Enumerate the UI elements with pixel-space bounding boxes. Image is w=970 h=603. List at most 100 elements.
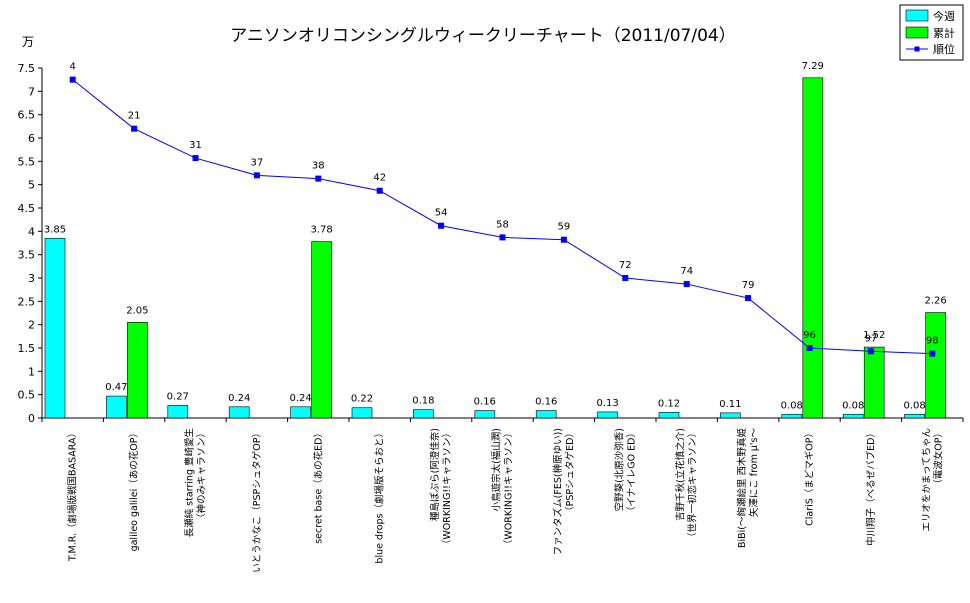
data-label-rank: 21 (128, 111, 141, 122)
legend-swatch-weekly (905, 9, 929, 22)
y-tick-label: 4 (28, 225, 35, 238)
bar-weekly (474, 410, 496, 419)
data-label-rank: 4 (70, 62, 76, 73)
series-cumulative-bars: 2.05 3.78 7.29 1.52 2.26 (126, 61, 947, 419)
category-label: （WORKING!!キャラソン） (503, 428, 515, 549)
category-label: （WORKING!!キャラソン） (441, 428, 453, 549)
rank-marker (622, 275, 629, 281)
rank-marker (253, 172, 260, 179)
category-label: 種島ぽぷら(阿澄佳奈) (429, 428, 441, 521)
legend-label-rank: 順位 (933, 42, 955, 56)
data-label-rank: 79 (742, 280, 755, 291)
data-label-weekly: 0.22 (351, 394, 373, 405)
rank-marker (315, 175, 322, 182)
data-label-rank: 98 (926, 336, 939, 347)
data-label-weekly: 3.85 (44, 224, 66, 235)
rank-marker (867, 348, 874, 355)
bar-weekly (228, 406, 250, 419)
data-label-rank: 54 (435, 208, 448, 219)
category-label: （イナイレGO ED） (625, 428, 637, 516)
data-label-weekly: 0.24 (228, 393, 250, 404)
data-label-weekly: 0.13 (596, 398, 618, 409)
bar-weekly (351, 407, 373, 419)
data-label-weekly: 0.08 (781, 400, 803, 411)
y-axis-unit-label: 万 (22, 35, 34, 49)
y-tick-label: 5.5 (18, 155, 36, 168)
rank-marker (192, 155, 199, 162)
bar-weekly (290, 406, 311, 419)
y-tick-label: 7 (28, 85, 35, 98)
data-label-weekly: 0.18 (412, 396, 434, 407)
legend-label-cumulative: 累計 (933, 26, 955, 40)
bar-weekly (904, 413, 925, 419)
data-label-rank: 72 (619, 260, 632, 271)
data-label-weekly: 0.12 (658, 398, 680, 409)
category-label: 小鳥遊宗太(福山潤) (491, 428, 503, 511)
data-label-weekly: 0.47 (105, 382, 127, 393)
y-tick-label: 5 (28, 179, 35, 192)
category-label: 空野葵(北原沙弥香) (613, 428, 625, 511)
y-tick-label: 0 (28, 412, 35, 425)
category-label: 長瀬純 starring 豊崎愛生 (184, 428, 196, 538)
data-label-weekly: 0.08 (903, 400, 925, 411)
data-label-weekly: 0.08 (842, 400, 864, 411)
y-tick-label: 6 (28, 132, 35, 145)
y-tick-label: 0.5 (18, 389, 36, 402)
category-label: ClariS（まどマギOP） (804, 428, 816, 526)
bar-cumulative (311, 241, 332, 419)
data-label-cumulative: 2.05 (126, 305, 148, 316)
x-axis (41, 417, 964, 422)
data-label-cumulative: 7.29 (802, 61, 824, 72)
data-label-weekly: 0.16 (474, 397, 496, 408)
bar-weekly (597, 411, 618, 419)
y-tick-label: 3.5 (18, 249, 36, 262)
category-label: secret base（あの花ED） (312, 428, 324, 544)
y-tick-label: 6.5 (18, 109, 36, 122)
category-label: galileo galilei（あの花OP） (128, 428, 140, 551)
data-label-rank: 38 (312, 161, 325, 172)
category-label: ファンタズム(FES(榊原ゆい)) (552, 428, 564, 555)
rank-marker (438, 222, 445, 229)
data-label-rank: 96 (803, 330, 816, 341)
category-label: （世界一初恋キャラソン） (687, 428, 699, 542)
legend-swatch-rank-marker (914, 46, 920, 52)
bar-weekly (535, 410, 557, 419)
bar-weekly (44, 238, 66, 419)
bar-cumulative (925, 312, 946, 419)
bar-weekly (106, 395, 127, 419)
legend-swatch-cumulative (905, 26, 929, 39)
data-label-rank: 37 (251, 157, 264, 168)
rank-marker (683, 281, 690, 288)
bar-weekly (413, 409, 434, 419)
data-label-rank: 59 (558, 222, 571, 233)
bar-weekly (842, 413, 864, 419)
data-label-cumulative: 1.52 (863, 330, 885, 341)
data-label-cumulative: 2.26 (924, 296, 946, 307)
series-rank-line: 4 21 31 37 38 42 54 58 59 72 74 79 96 97 98 (70, 62, 939, 357)
bar-cumulative (127, 322, 148, 419)
category-label: 中川翔子（べるぜバブED） (865, 428, 877, 546)
bar-cumulative (802, 77, 824, 419)
data-label-rank: 58 (496, 219, 509, 230)
rank-marker (69, 76, 76, 83)
data-label-rank: 31 (189, 140, 202, 151)
data-label-weekly: 0.16 (535, 397, 557, 408)
category-labels: T.M.R.（劇場版戦国BASARA） galileo galilei（あの花OP… (67, 428, 945, 573)
category-label: （電波女OP） (932, 428, 944, 489)
category-label: いとうかなこ（PSPシュタゲOP） (251, 428, 263, 573)
category-label: （PSPシュタゲED） (564, 428, 576, 516)
rank-marker (929, 350, 936, 357)
rank-marker (131, 125, 138, 132)
chart-title: アニソンオリコンシングルウィークリーチャート（2011/07/04） (230, 26, 735, 46)
bar-weekly (658, 412, 680, 419)
y-tick-label: 2.5 (18, 295, 36, 308)
y-tick-label: 4.5 (18, 202, 36, 215)
rank-marker (376, 187, 383, 194)
y-tick-label: 1.5 (18, 342, 36, 355)
bar-weekly (781, 413, 803, 419)
rank-marker (745, 295, 752, 302)
bar-cumulative (863, 346, 885, 419)
bar-weekly (167, 405, 189, 419)
category-label: （神のみキャラソン） (196, 428, 208, 523)
y-tick-label: 1 (28, 365, 35, 378)
